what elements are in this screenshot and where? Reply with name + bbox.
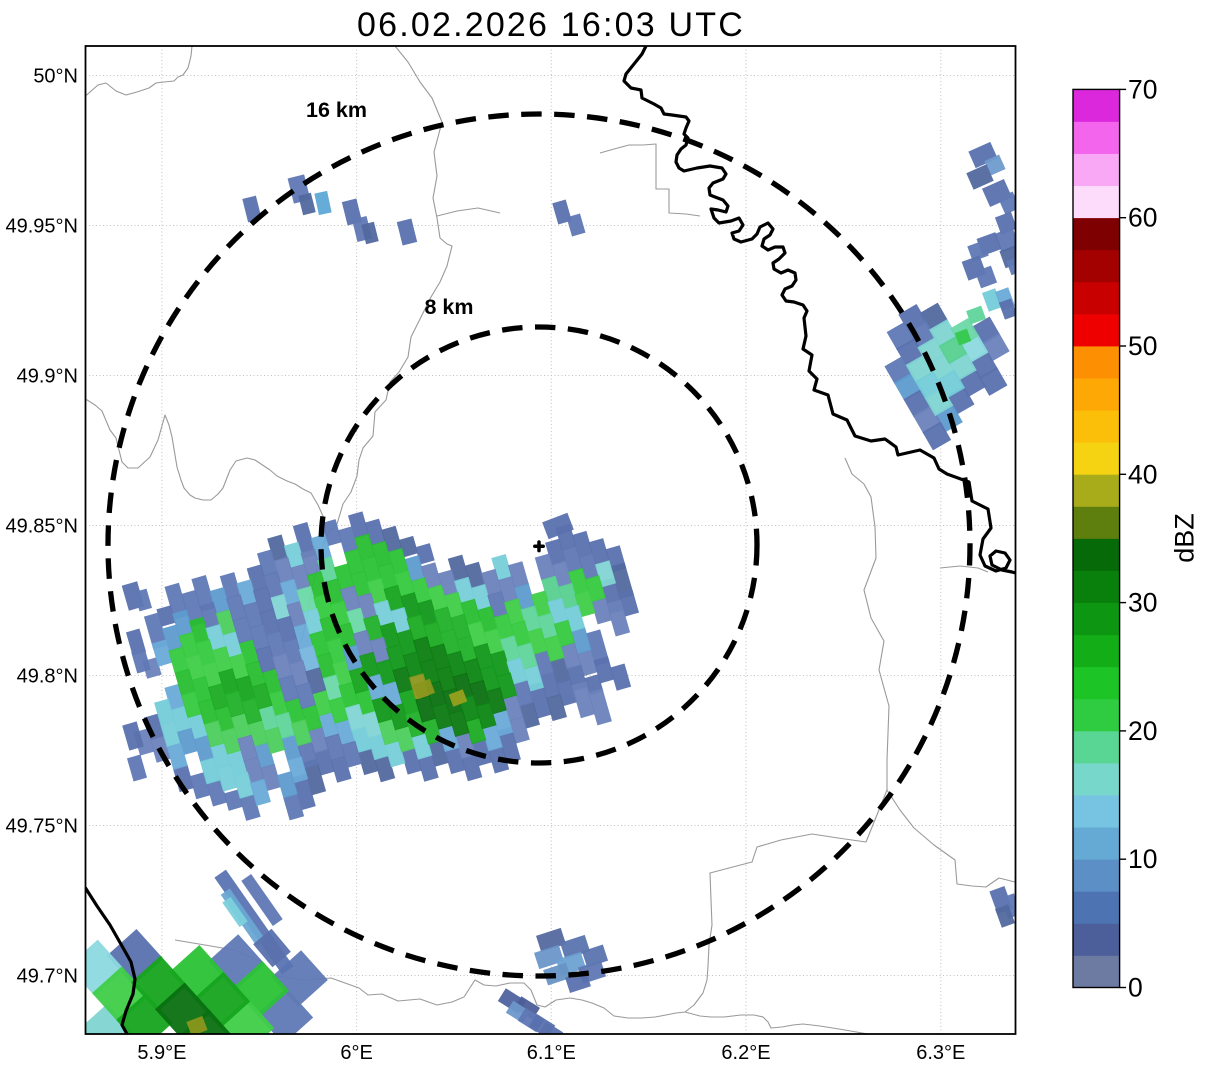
svg-text:49.8°N: 49.8°N <box>17 666 78 688</box>
svg-text:6.2°E: 6.2°E <box>721 1042 770 1064</box>
svg-text:8 km: 8 km <box>424 295 473 319</box>
svg-text:6.1°E: 6.1°E <box>527 1042 576 1064</box>
svg-text:60: 60 <box>1128 203 1157 233</box>
svg-text:40: 40 <box>1128 459 1157 489</box>
svg-text:49.75°N: 49.75°N <box>6 816 79 838</box>
svg-text:50°N: 50°N <box>33 66 78 88</box>
svg-text:06.02.2026 16:03 UTC: 06.02.2026 16:03 UTC <box>357 6 745 44</box>
svg-text:70: 70 <box>1128 74 1157 104</box>
svg-text:50: 50 <box>1128 331 1157 361</box>
svg-text:49.95°N: 49.95°N <box>6 216 79 238</box>
svg-text:49.7°N: 49.7°N <box>17 966 78 988</box>
svg-text:30: 30 <box>1128 588 1157 618</box>
svg-text:6°E: 6°E <box>340 1042 372 1064</box>
svg-text:dBZ: dBZ <box>1170 513 1200 563</box>
svg-text:49.85°N: 49.85°N <box>6 516 79 538</box>
svg-text:0: 0 <box>1128 973 1143 1003</box>
svg-text:6.3°E: 6.3°E <box>916 1042 965 1064</box>
svg-text:49.9°N: 49.9°N <box>17 366 78 388</box>
svg-text:5.9°E: 5.9°E <box>137 1042 186 1064</box>
svg-text:20: 20 <box>1128 716 1157 746</box>
svg-text:16 km: 16 km <box>306 98 367 122</box>
svg-text:10: 10 <box>1128 844 1157 874</box>
